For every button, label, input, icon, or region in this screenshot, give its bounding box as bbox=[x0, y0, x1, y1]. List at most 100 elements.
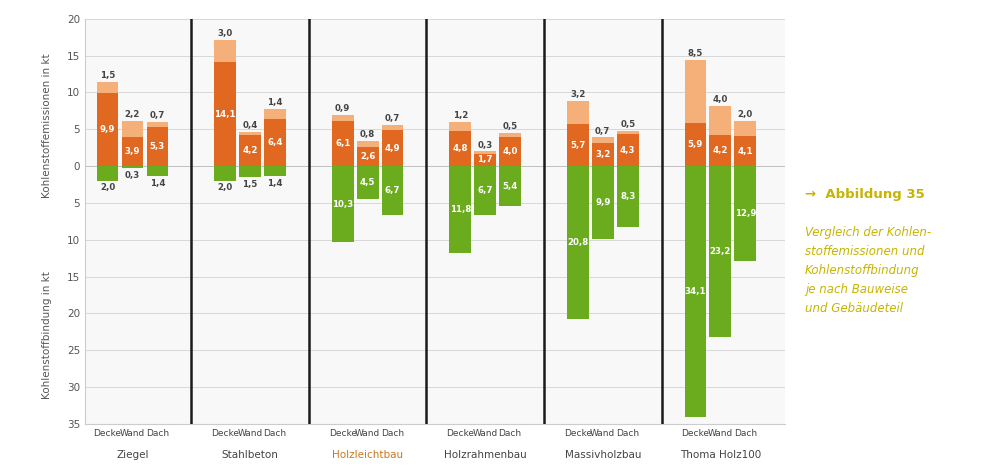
Text: 8,3: 8,3 bbox=[620, 192, 635, 201]
Bar bbox=[592, 166, 614, 239]
Bar bbox=[147, 122, 168, 127]
Bar bbox=[449, 166, 471, 253]
Bar bbox=[474, 166, 496, 215]
Bar bbox=[357, 147, 379, 166]
Bar bbox=[592, 138, 614, 143]
Bar bbox=[214, 166, 236, 181]
Text: 8,5: 8,5 bbox=[688, 49, 703, 58]
Text: 4,2: 4,2 bbox=[242, 146, 258, 155]
Bar bbox=[449, 131, 471, 166]
Bar bbox=[685, 60, 706, 122]
Bar bbox=[239, 132, 261, 135]
Bar bbox=[332, 114, 354, 121]
Bar bbox=[332, 166, 354, 242]
Bar bbox=[382, 130, 403, 166]
Bar bbox=[97, 166, 118, 181]
Text: 5,7: 5,7 bbox=[570, 141, 586, 150]
Text: 12,9: 12,9 bbox=[735, 209, 756, 218]
Text: 1,4: 1,4 bbox=[267, 179, 283, 188]
Bar bbox=[734, 136, 756, 166]
Text: 2,2: 2,2 bbox=[125, 110, 140, 119]
Bar bbox=[567, 166, 589, 319]
Text: 3,0: 3,0 bbox=[218, 29, 233, 38]
Bar bbox=[357, 166, 379, 199]
Text: 1,4: 1,4 bbox=[150, 179, 165, 188]
Bar bbox=[685, 122, 706, 166]
Bar bbox=[147, 127, 168, 166]
Bar bbox=[499, 166, 521, 206]
Text: →  Abbildung 35: → Abbildung 35 bbox=[805, 188, 925, 202]
Text: 23,2: 23,2 bbox=[710, 247, 731, 256]
Text: 1,2: 1,2 bbox=[453, 111, 468, 120]
Text: Vergleich der Kohlen-
stoffemissionen und
Kohlenstoffbindung
je nach Bauweise
un: Vergleich der Kohlen- stoffemissionen un… bbox=[805, 226, 931, 315]
Text: 14,1: 14,1 bbox=[214, 110, 236, 119]
Bar bbox=[592, 143, 614, 166]
Bar bbox=[617, 166, 639, 227]
Bar bbox=[97, 93, 118, 166]
Text: 5,4: 5,4 bbox=[502, 181, 518, 190]
Text: 4,5: 4,5 bbox=[360, 178, 375, 187]
Text: 4,2: 4,2 bbox=[713, 146, 728, 155]
Text: 9,9: 9,9 bbox=[595, 198, 610, 207]
Text: 5,3: 5,3 bbox=[150, 142, 165, 151]
Bar bbox=[147, 166, 168, 177]
Bar bbox=[709, 135, 731, 166]
Text: 1,5: 1,5 bbox=[242, 180, 258, 189]
Text: 3,9: 3,9 bbox=[125, 147, 140, 156]
Text: 3,2: 3,2 bbox=[595, 150, 610, 159]
Bar bbox=[709, 106, 731, 135]
Text: 0,5: 0,5 bbox=[620, 120, 635, 129]
Text: 20,8: 20,8 bbox=[567, 238, 589, 247]
Text: 2,0: 2,0 bbox=[738, 110, 753, 119]
Text: 6,7: 6,7 bbox=[385, 187, 400, 195]
Bar bbox=[499, 133, 521, 137]
Text: Holzleichtbau: Holzleichtbau bbox=[332, 450, 403, 460]
Bar bbox=[617, 134, 639, 166]
Text: 6,7: 6,7 bbox=[477, 187, 493, 195]
Bar bbox=[264, 119, 286, 166]
Bar bbox=[214, 40, 236, 62]
Text: 1,5: 1,5 bbox=[100, 71, 115, 81]
Bar bbox=[474, 151, 496, 154]
Text: 0,3: 0,3 bbox=[125, 171, 140, 180]
Text: 6,4: 6,4 bbox=[267, 138, 283, 147]
Text: Ziegel: Ziegel bbox=[116, 450, 149, 460]
Text: 4,3: 4,3 bbox=[620, 146, 635, 155]
Bar bbox=[685, 166, 706, 417]
Text: 11,8: 11,8 bbox=[450, 205, 471, 214]
Bar bbox=[239, 166, 261, 177]
Bar bbox=[122, 121, 143, 138]
Text: 2,6: 2,6 bbox=[360, 152, 375, 161]
Bar bbox=[239, 135, 261, 166]
Text: Massivholzbau: Massivholzbau bbox=[565, 450, 641, 460]
Bar bbox=[734, 121, 756, 136]
Text: 6,1: 6,1 bbox=[335, 139, 350, 148]
Bar bbox=[214, 62, 236, 166]
Bar bbox=[264, 166, 286, 177]
Text: Stahlbeton: Stahlbeton bbox=[222, 450, 279, 460]
Text: 1,4: 1,4 bbox=[267, 98, 283, 107]
Text: 10,3: 10,3 bbox=[332, 200, 353, 209]
Bar bbox=[382, 125, 403, 130]
Text: 4,9: 4,9 bbox=[385, 144, 400, 153]
Text: Kohlenstoffemissionen in kt: Kohlenstoffemissionen in kt bbox=[42, 54, 52, 198]
Bar bbox=[122, 138, 143, 166]
Text: 0,7: 0,7 bbox=[385, 114, 400, 123]
Bar bbox=[382, 166, 403, 215]
Bar bbox=[709, 166, 731, 337]
Bar bbox=[567, 101, 589, 124]
Bar bbox=[474, 154, 496, 166]
Text: 34,1: 34,1 bbox=[685, 287, 706, 296]
Text: 0,3: 0,3 bbox=[478, 140, 493, 150]
Bar bbox=[357, 141, 379, 147]
Text: 4,1: 4,1 bbox=[738, 146, 753, 155]
Bar bbox=[264, 109, 286, 119]
Text: 3,2: 3,2 bbox=[570, 90, 586, 99]
Text: 2,0: 2,0 bbox=[100, 183, 115, 193]
Text: 4,8: 4,8 bbox=[453, 144, 468, 153]
Text: Thoma Holz100: Thoma Holz100 bbox=[680, 450, 761, 460]
Text: 4,0: 4,0 bbox=[502, 147, 518, 156]
Text: 0,8: 0,8 bbox=[360, 130, 375, 139]
Bar bbox=[449, 122, 471, 131]
Text: 0,7: 0,7 bbox=[595, 127, 610, 136]
